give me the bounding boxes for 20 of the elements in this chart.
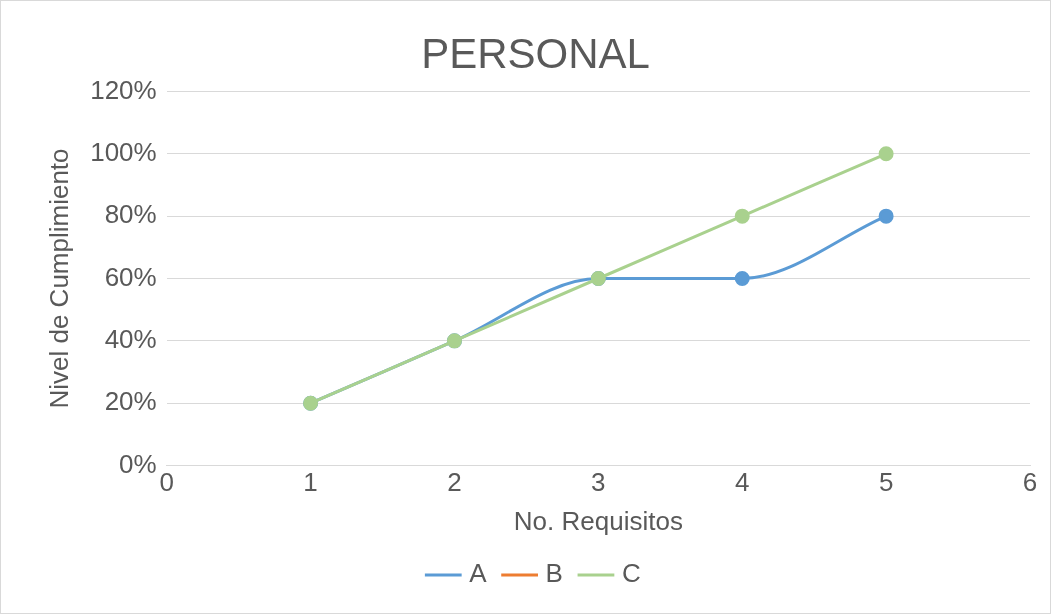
chart-title: PERSONAL — [421, 29, 650, 77]
x-tick-label: 3 — [591, 467, 606, 498]
y-tick-label: 80% — [104, 199, 157, 230]
y-tick-label: 120% — [90, 74, 157, 105]
y-tick-label: 100% — [90, 136, 157, 167]
x-tick-label: 1 — [303, 467, 318, 498]
y-tick-label: 0% — [119, 448, 157, 479]
legend-label: A — [469, 558, 488, 589]
x-tick-label: 0 — [159, 467, 174, 498]
legend-label: B — [545, 558, 563, 589]
x-tick-label: 2 — [447, 467, 462, 498]
x-axis-title: No. Requisitos — [513, 505, 683, 536]
x-tick-label: 6 — [1022, 467, 1038, 498]
legend-label: C — [621, 558, 641, 589]
x-tick-label: 5 — [878, 467, 894, 498]
x-tick-label: 4 — [735, 467, 750, 498]
y-tick-label: 20% — [104, 386, 157, 417]
y-tick-label: 60% — [104, 261, 157, 292]
y-tick-label: 40% — [104, 324, 157, 355]
y-axis-title: Nivel de Cumplimiento — [43, 148, 74, 409]
